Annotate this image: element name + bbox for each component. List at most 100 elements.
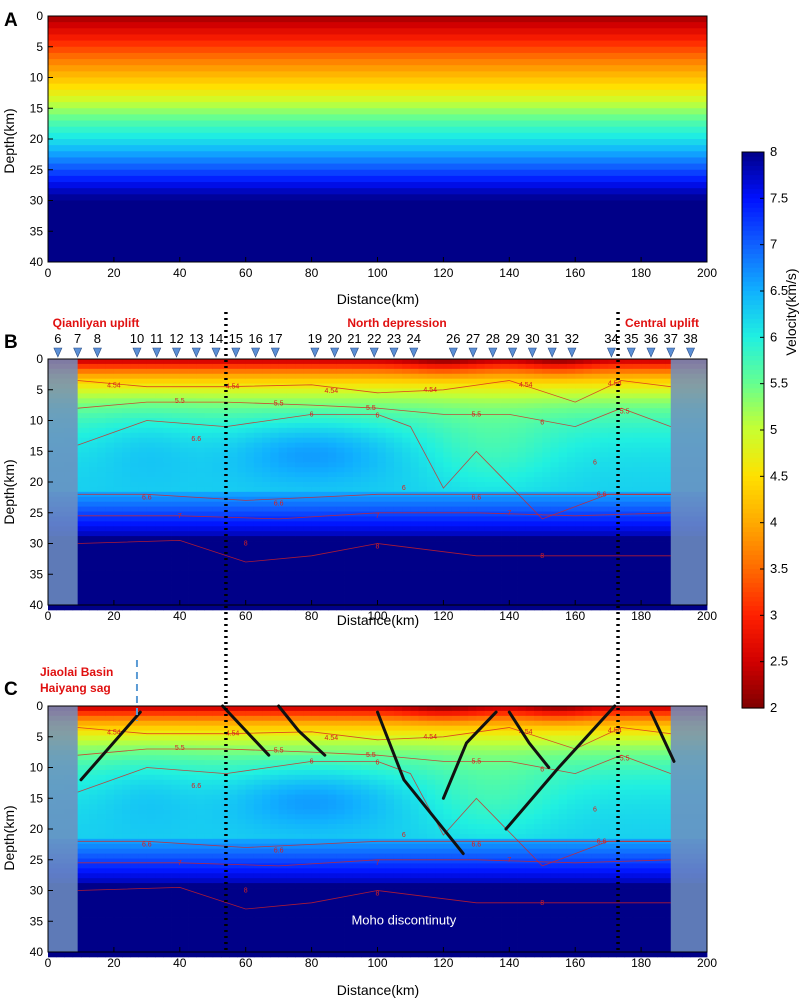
velocity-cell <box>361 359 370 365</box>
station-marker <box>508 347 518 358</box>
velocity-cell <box>278 590 288 596</box>
velocity-cell <box>542 418 551 424</box>
velocity-cell <box>122 575 131 581</box>
velocity-cell <box>319 467 329 473</box>
velocity-cell <box>171 413 181 419</box>
velocity-cell <box>113 720 123 727</box>
velocity-cell <box>130 521 140 527</box>
velocity-cell <box>204 477 214 483</box>
velocity-cell <box>468 496 477 503</box>
x-tick-label: 80 <box>305 609 319 623</box>
velocity-cell <box>344 413 354 419</box>
velocity-cell <box>163 555 172 562</box>
velocity-cell <box>451 403 461 409</box>
velocity-cell <box>542 383 551 389</box>
velocity-cell <box>122 843 131 850</box>
velocity-cell <box>468 590 477 596</box>
velocity-cell <box>558 378 568 384</box>
velocity-cell <box>122 878 131 884</box>
velocity-cell <box>253 388 263 394</box>
velocity-cell <box>311 359 321 365</box>
velocity-cell <box>418 422 428 429</box>
velocity-cell <box>105 467 115 473</box>
velocity-cell <box>113 422 123 429</box>
velocity-cell <box>542 600 551 606</box>
velocity-cell <box>418 531 428 537</box>
velocity-cell <box>501 560 510 567</box>
velocity-cell <box>204 418 214 424</box>
velocity-cell <box>295 462 304 468</box>
velocity-cell <box>575 427 584 434</box>
velocity-cell <box>303 511 312 517</box>
velocity-cell <box>328 496 337 503</box>
velocity-cell <box>468 580 477 586</box>
velocity-cell <box>665 363 675 370</box>
velocity-cell <box>591 363 601 370</box>
velocity-cell <box>641 403 650 409</box>
velocity-cell <box>171 506 181 512</box>
velocity-cell <box>179 403 189 409</box>
velocity-cell <box>245 501 255 507</box>
velocity-cell <box>286 418 296 424</box>
velocity-cell <box>278 526 288 532</box>
velocity-cell <box>138 432 148 439</box>
velocity-cell <box>534 526 543 532</box>
velocity-cell <box>591 570 601 576</box>
velocity-cell <box>558 545 568 552</box>
velocity-cell <box>418 477 428 483</box>
velocity-cell <box>361 536 370 542</box>
velocity-cell <box>476 482 485 488</box>
velocity-cell <box>278 595 288 601</box>
velocity-cell <box>649 486 658 493</box>
velocity-cell <box>89 952 98 958</box>
velocity-cell <box>361 383 370 389</box>
velocity-cell <box>616 408 626 414</box>
velocity-cell <box>138 506 148 512</box>
velocity-cell <box>352 383 362 389</box>
velocity-cell <box>138 565 148 571</box>
velocity-cell <box>130 437 140 444</box>
velocity-cell <box>525 437 535 444</box>
velocity-cell <box>171 491 181 498</box>
velocity-cell <box>328 442 337 448</box>
velocity-cell <box>130 472 140 478</box>
velocity-cell <box>402 359 411 365</box>
velocity-cell <box>146 927 156 933</box>
velocity-cell <box>451 427 461 434</box>
velocity-cell <box>138 555 148 562</box>
velocity-cell <box>113 863 123 869</box>
velocity-cell <box>237 541 247 547</box>
velocity-cell <box>328 368 337 375</box>
velocity-cell <box>196 595 205 601</box>
velocity-cell <box>113 595 123 601</box>
velocity-cell <box>451 570 461 576</box>
velocity-cell <box>245 432 255 439</box>
velocity-cell <box>245 521 255 527</box>
velocity-cell <box>113 398 123 404</box>
velocity-cell <box>278 550 288 557</box>
velocity-cell <box>196 462 205 468</box>
velocity-cell <box>97 427 107 434</box>
velocity-cell <box>443 575 453 581</box>
velocity-cell <box>649 457 658 463</box>
velocity-cell <box>229 531 238 537</box>
velocity-cell <box>459 550 469 557</box>
velocity-cell <box>122 482 131 488</box>
velocity-cell <box>492 565 502 571</box>
velocity-cell <box>608 531 617 537</box>
velocity-cell <box>657 605 667 611</box>
velocity-cell <box>80 422 90 429</box>
velocity-cell <box>278 359 288 365</box>
velocity-cell <box>336 383 345 389</box>
velocity-cell <box>319 605 329 611</box>
velocity-cell <box>566 531 576 537</box>
velocity-cell <box>105 368 115 375</box>
velocity-cell <box>352 486 362 493</box>
velocity-cell <box>418 368 428 375</box>
velocity-cell <box>89 521 98 527</box>
velocity-cell <box>204 491 214 498</box>
velocity-cell <box>146 506 156 512</box>
velocity-cell <box>468 511 477 517</box>
velocity-cell <box>319 462 329 468</box>
velocity-cell <box>295 521 304 527</box>
